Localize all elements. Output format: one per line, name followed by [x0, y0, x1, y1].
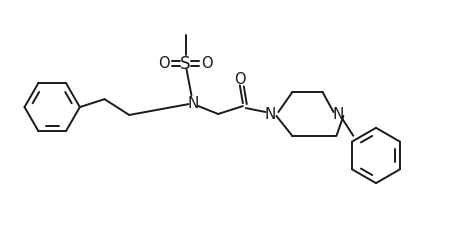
Text: N: N: [265, 107, 276, 122]
Text: O: O: [234, 72, 245, 86]
Text: N: N: [333, 107, 344, 122]
Text: O: O: [158, 56, 169, 71]
Text: S: S: [180, 54, 191, 72]
Text: N: N: [188, 95, 199, 110]
Text: O: O: [202, 56, 213, 71]
